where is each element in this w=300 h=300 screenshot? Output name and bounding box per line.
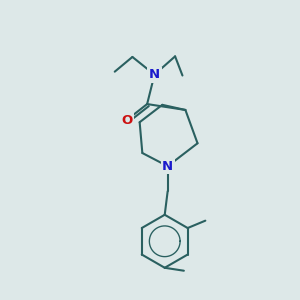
Text: O: O — [121, 114, 132, 127]
Text: N: N — [149, 68, 160, 81]
Text: N: N — [162, 160, 173, 173]
